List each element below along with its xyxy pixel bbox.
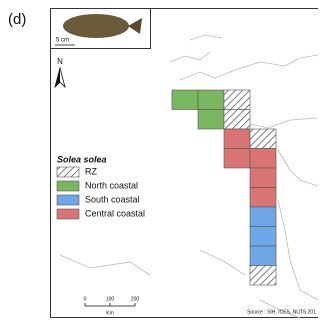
legend-swatch bbox=[57, 209, 79, 219]
legend-title: Solea solea bbox=[57, 154, 107, 164]
zone-cell bbox=[250, 207, 276, 227]
zone-cell bbox=[224, 129, 250, 149]
zone-cell bbox=[250, 246, 276, 266]
figure: (d) 5 cm N Solea solea RZ North coastal So… bbox=[0, 0, 318, 323]
zone-cell bbox=[198, 110, 224, 130]
scale-label: 100 bbox=[106, 296, 115, 302]
zone-cell bbox=[224, 110, 250, 130]
inset-scale-label: 5 cm bbox=[56, 38, 69, 44]
scale-label: 200 bbox=[131, 296, 140, 302]
legend-label: Central coastal bbox=[85, 208, 145, 218]
zone-cell bbox=[250, 227, 276, 247]
legend-label: North coastal bbox=[85, 180, 138, 190]
legend-swatch bbox=[57, 167, 79, 177]
legend-label: South coastal bbox=[85, 194, 140, 204]
legend-swatch bbox=[57, 195, 79, 205]
scale-unit: Km bbox=[106, 310, 114, 316]
zone-cell bbox=[172, 90, 198, 110]
panel-label: (d) bbox=[8, 11, 26, 28]
zone-cell bbox=[224, 149, 250, 169]
zone-cell bbox=[250, 129, 276, 149]
scale-label: 0 bbox=[84, 296, 87, 302]
legend-label: RZ bbox=[85, 166, 97, 176]
legend-swatch bbox=[57, 181, 79, 191]
zone-cell bbox=[250, 168, 276, 188]
zone-cell bbox=[250, 266, 276, 286]
zone-cell bbox=[224, 90, 250, 110]
zone-cell bbox=[198, 90, 224, 110]
zone-cell bbox=[250, 149, 276, 169]
zone-cell bbox=[250, 188, 276, 208]
fish-image bbox=[63, 14, 129, 38]
source-note: Source : SIH, ICES, NUTS 201 bbox=[247, 309, 316, 315]
north-label: N bbox=[57, 57, 63, 66]
